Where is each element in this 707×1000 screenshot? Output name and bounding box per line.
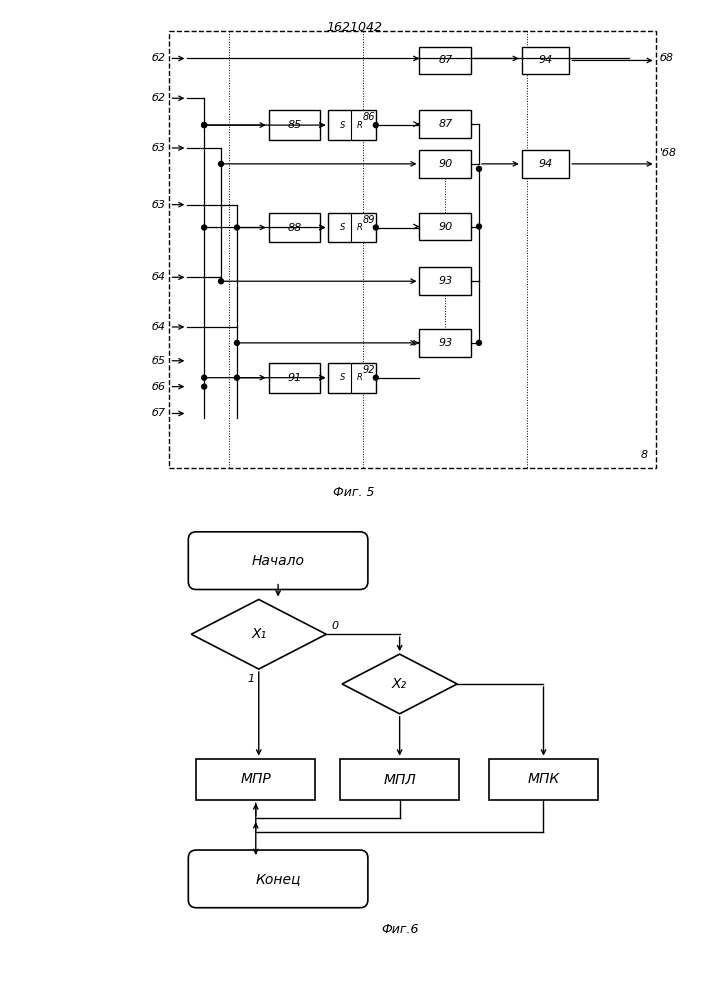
Text: S: S xyxy=(340,121,345,130)
Circle shape xyxy=(235,340,240,345)
Text: МПР: МПР xyxy=(240,772,271,786)
Bar xyxy=(419,47,471,74)
FancyBboxPatch shape xyxy=(188,532,368,589)
Text: б4: б4 xyxy=(151,272,165,282)
Bar xyxy=(419,213,471,240)
Text: б3: б3 xyxy=(151,200,165,210)
Text: S: S xyxy=(340,373,345,382)
Text: 90: 90 xyxy=(438,222,452,232)
Text: Конец: Конец xyxy=(255,872,301,886)
Circle shape xyxy=(235,225,240,230)
Text: 1: 1 xyxy=(247,674,255,684)
Bar xyxy=(419,267,471,295)
Circle shape xyxy=(201,225,206,230)
Text: 87: 87 xyxy=(438,55,452,65)
Polygon shape xyxy=(342,654,457,714)
Bar xyxy=(269,213,320,242)
Text: 8: 8 xyxy=(641,450,648,460)
Text: Начало: Начало xyxy=(252,554,305,568)
Text: б8: б8 xyxy=(660,53,674,63)
Text: 87: 87 xyxy=(438,119,452,129)
Text: R: R xyxy=(357,121,363,130)
Text: 89: 89 xyxy=(362,215,375,225)
Text: X₁: X₁ xyxy=(251,627,267,641)
Text: 86: 86 xyxy=(362,112,375,122)
Text: МПЛ: МПЛ xyxy=(383,772,416,786)
Circle shape xyxy=(218,279,223,284)
Text: б3: б3 xyxy=(151,143,165,153)
Text: 93: 93 xyxy=(438,276,452,286)
Circle shape xyxy=(373,123,378,128)
Text: б4: б4 xyxy=(151,322,165,332)
Bar xyxy=(522,150,569,178)
Text: 88: 88 xyxy=(287,223,302,233)
Bar xyxy=(340,759,459,800)
Text: 93: 93 xyxy=(438,338,452,348)
Circle shape xyxy=(477,166,481,171)
Text: R: R xyxy=(357,373,363,382)
Text: 90: 90 xyxy=(438,159,452,169)
Text: б2: б2 xyxy=(151,53,165,63)
Text: 91: 91 xyxy=(287,373,302,383)
Text: S: S xyxy=(340,223,345,232)
Bar xyxy=(269,110,320,140)
Circle shape xyxy=(477,340,481,345)
Text: 1621042: 1621042 xyxy=(326,21,382,34)
Bar xyxy=(170,31,655,468)
Text: Фиг. 5: Фиг. 5 xyxy=(333,486,375,499)
Text: б2: б2 xyxy=(151,93,165,103)
Circle shape xyxy=(373,375,378,380)
Circle shape xyxy=(218,161,223,166)
Text: 85: 85 xyxy=(287,120,302,130)
Bar xyxy=(419,150,471,178)
Circle shape xyxy=(373,225,378,230)
Bar xyxy=(269,363,320,393)
Circle shape xyxy=(201,123,206,128)
Text: X₂: X₂ xyxy=(392,677,407,691)
Polygon shape xyxy=(192,599,326,669)
Text: 92: 92 xyxy=(362,365,375,375)
Text: б5: б5 xyxy=(151,356,165,366)
Text: Фиг.6: Фиг.6 xyxy=(381,923,419,936)
Text: 0: 0 xyxy=(331,621,339,631)
Text: 'б8: 'б8 xyxy=(660,148,677,158)
Text: б7: б7 xyxy=(151,408,165,418)
FancyBboxPatch shape xyxy=(188,850,368,908)
Circle shape xyxy=(235,375,240,380)
Bar xyxy=(419,110,471,138)
Bar xyxy=(197,759,315,800)
Text: 94: 94 xyxy=(538,159,553,169)
Bar xyxy=(522,47,569,74)
Bar xyxy=(328,110,376,140)
Circle shape xyxy=(201,384,206,389)
Circle shape xyxy=(477,224,481,229)
Text: R: R xyxy=(357,223,363,232)
Bar xyxy=(419,329,471,357)
Text: б6: б6 xyxy=(151,382,165,392)
Circle shape xyxy=(201,123,206,128)
Text: МПК: МПК xyxy=(527,772,560,786)
Bar xyxy=(328,213,376,242)
Circle shape xyxy=(201,375,206,380)
Bar xyxy=(489,759,598,800)
Text: 94: 94 xyxy=(538,55,553,65)
Bar xyxy=(328,363,376,393)
